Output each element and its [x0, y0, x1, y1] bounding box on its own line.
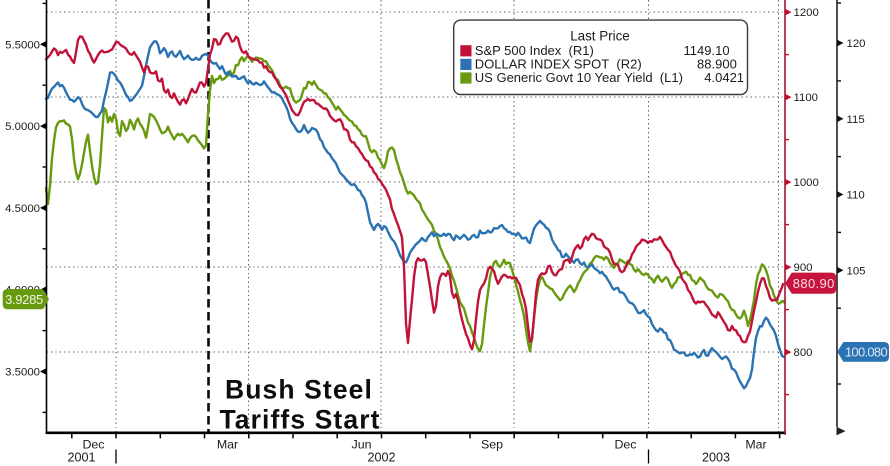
svg-text:2002: 2002: [367, 451, 395, 465]
svg-text:88: 88: [697, 56, 711, 71]
svg-text:Last Price: Last Price: [570, 29, 630, 44]
svg-text:880.90: 880.90: [793, 276, 835, 291]
svg-text:3.5000: 3.5000: [5, 367, 40, 379]
svg-text:Jun: Jun: [352, 437, 372, 451]
svg-text:1100: 1100: [794, 92, 819, 104]
svg-text:5.0000: 5.0000: [5, 121, 40, 133]
svg-text:120: 120: [847, 38, 866, 50]
svg-text:1200: 1200: [794, 7, 819, 19]
svg-text:1149: 1149: [684, 43, 712, 58]
svg-text:800: 800: [794, 347, 813, 359]
svg-text:Tariffs Start: Tariffs Start: [219, 405, 380, 435]
svg-text:1000: 1000: [794, 177, 819, 189]
svg-text:US Generic Govt 10 Year Yield: US Generic Govt 10 Year Yield (L1): [475, 70, 683, 85]
svg-text:5.5000: 5.5000: [5, 39, 40, 51]
svg-text:105: 105: [847, 265, 866, 277]
svg-text:Mar: Mar: [745, 437, 766, 451]
svg-text:115: 115: [847, 114, 865, 126]
svg-text:Bush Steel: Bush Steel: [225, 375, 373, 405]
svg-text:3.9285: 3.9285: [5, 292, 43, 307]
svg-text:S&P 500 Index (R1): S&P 500 Index (R1): [475, 43, 594, 58]
svg-text:110: 110: [847, 190, 865, 202]
svg-text:Sep: Sep: [481, 437, 503, 451]
svg-text:4: 4: [704, 70, 711, 85]
svg-text:Mar: Mar: [217, 437, 238, 451]
svg-text:2001: 2001: [67, 451, 95, 465]
svg-text:100.080: 100.080: [845, 344, 888, 359]
svg-text:.10: .10: [712, 43, 730, 58]
svg-text:.900: .900: [712, 56, 737, 71]
svg-text:Dec: Dec: [82, 437, 104, 451]
svg-text:.0421: .0421: [712, 70, 745, 85]
svg-text:2003: 2003: [702, 451, 730, 465]
svg-text:900: 900: [794, 262, 813, 274]
svg-text:Dec: Dec: [614, 437, 636, 451]
svg-text:DOLLAR INDEX SPOT (R2): DOLLAR INDEX SPOT (R2): [475, 56, 642, 71]
svg-text:4.5000: 4.5000: [5, 203, 40, 215]
